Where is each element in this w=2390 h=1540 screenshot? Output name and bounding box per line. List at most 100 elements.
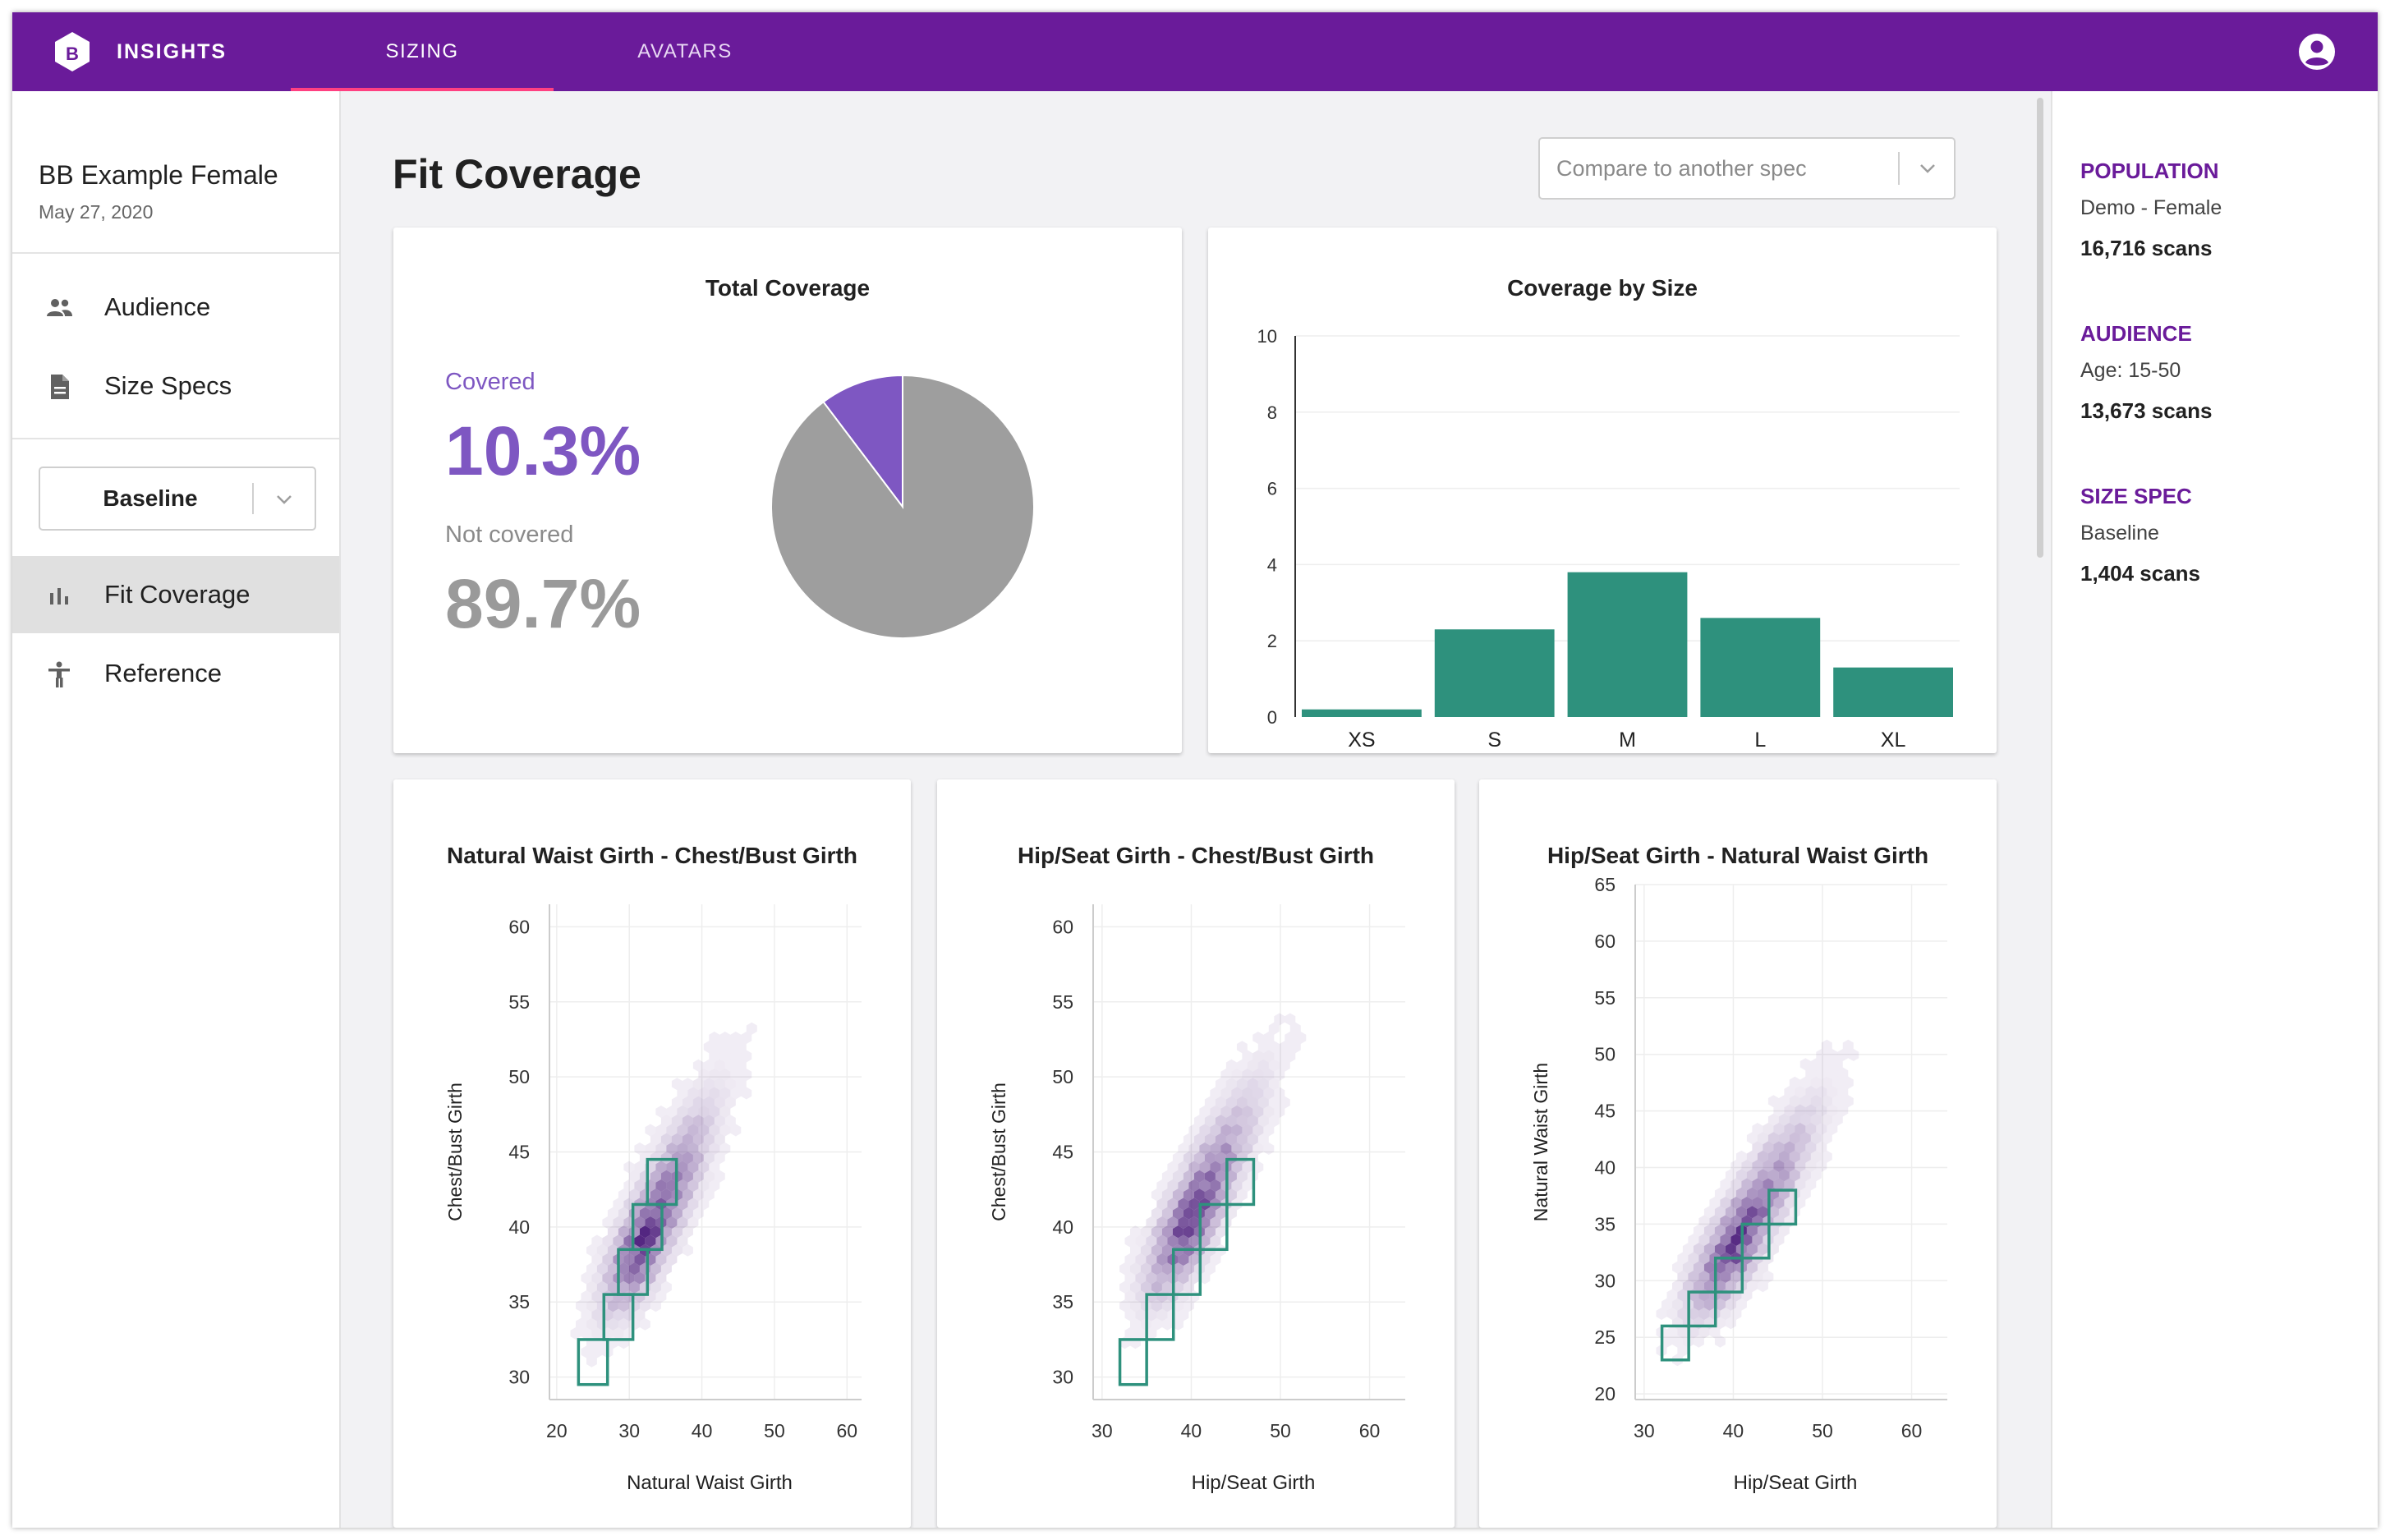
hexbin	[709, 1161, 720, 1174]
hexbin	[735, 1059, 747, 1072]
tab-avatars[interactable]: AVATARS	[554, 12, 816, 91]
tab-label: SIZING	[385, 40, 459, 62]
hexbin	[1816, 1123, 1827, 1135]
hexbin	[1119, 1280, 1130, 1294]
hexbin	[1257, 1078, 1269, 1091]
hexbin	[1816, 1049, 1827, 1061]
hexbin	[1268, 1041, 1280, 1054]
hexbin	[581, 1290, 592, 1303]
hexbin	[1816, 1141, 1827, 1154]
hexbin	[677, 1087, 688, 1100]
hexbin	[607, 1243, 618, 1257]
hexbin	[1263, 1032, 1275, 1044]
hexbin	[1178, 1161, 1189, 1174]
hexbin	[634, 1179, 646, 1192]
sidebar-item-size-specs[interactable]: Size Specs	[12, 347, 339, 425]
hexbin	[1172, 1280, 1184, 1294]
y-tick-label: 35	[508, 1291, 530, 1312]
hexbin	[591, 1345, 603, 1358]
hexbin	[613, 1234, 624, 1248]
hexbin	[1688, 1326, 1699, 1339]
hexbin	[1767, 1243, 1779, 1256]
hexbin	[1130, 1280, 1141, 1294]
hexbin	[1135, 1290, 1147, 1303]
hexbin	[1746, 1206, 1758, 1219]
hexbin	[1735, 1298, 1747, 1311]
hexbin	[645, 1216, 656, 1229]
hexbin	[634, 1216, 646, 1229]
hexbin	[1188, 1271, 1200, 1285]
sidebar-item-label: Size Specs	[104, 371, 232, 400]
hexbin	[1810, 1132, 1822, 1145]
hexbin	[1220, 1142, 1232, 1155]
hexbin	[671, 1133, 683, 1146]
hexbin	[1741, 1160, 1753, 1172]
hexbin	[1151, 1225, 1162, 1239]
sidebar-item-audience[interactable]: Audience	[12, 269, 339, 346]
account-circle-icon[interactable]	[2297, 32, 2337, 71]
y-axis-label: Natural Waist Girth	[1530, 1063, 1551, 1221]
hexbin	[666, 1253, 678, 1266]
hexbin	[655, 1124, 667, 1137]
hexbin	[1821, 1113, 1832, 1126]
project-date: May 27, 2020	[39, 201, 154, 223]
hexbin	[1124, 1327, 1136, 1340]
sidebar-item-fit-coverage[interactable]: Fit Coverage	[12, 556, 339, 633]
hexbin	[1252, 1050, 1264, 1063]
sidebar-item-reference[interactable]: Reference	[12, 635, 339, 712]
hexbin	[1220, 1069, 1232, 1081]
hexbin	[1279, 1059, 1290, 1072]
hexbin	[1698, 1234, 1710, 1246]
hexbin	[1252, 1087, 1264, 1100]
hexbin	[1773, 1141, 1785, 1154]
hexbin	[1709, 1197, 1721, 1209]
hexbin	[1666, 1326, 1678, 1339]
x-axis-label: Hip/Seat Girth	[1734, 1472, 1858, 1494]
hexbin	[1231, 1069, 1243, 1081]
card-title: Coverage by Size	[1507, 275, 1698, 301]
hexbin	[639, 1225, 650, 1239]
hexbin	[709, 1179, 720, 1192]
hexbin	[1210, 1142, 1221, 1155]
hexbin	[602, 1271, 614, 1285]
hexbin	[660, 1280, 672, 1294]
hip-chest-card: Hip/Seat Girth - Chest/Bust Girth 30 40 50…	[937, 779, 1455, 1528]
hexbin	[1735, 1206, 1747, 1219]
hexbin	[1767, 1095, 1779, 1108]
hexbin	[1188, 1253, 1200, 1266]
sidebar-item-label: Reference	[104, 659, 223, 687]
hexbin	[687, 1142, 699, 1155]
hexbin	[586, 1280, 597, 1294]
compare-spec-select[interactable]: Compare to another spec	[1538, 137, 1956, 200]
chevron-down-icon	[1920, 164, 1935, 173]
hexbin	[634, 1271, 646, 1285]
hexbin	[634, 1234, 646, 1248]
hexbin	[634, 1253, 646, 1266]
hexbin	[1289, 1041, 1301, 1054]
hexbin	[1156, 1179, 1168, 1192]
hexbin	[1837, 1104, 1849, 1117]
hexbin	[703, 1078, 715, 1091]
hexbin	[1784, 1086, 1795, 1098]
hexbin	[591, 1308, 603, 1322]
hexbin	[666, 1161, 678, 1174]
hexbin	[719, 1142, 731, 1155]
hexbin	[1146, 1308, 1157, 1322]
hexbin	[607, 1207, 618, 1220]
hexbin	[1242, 1050, 1253, 1063]
y-tick-label: 30	[508, 1367, 530, 1388]
hexbin	[1714, 1317, 1726, 1330]
hexbin	[687, 1106, 699, 1118]
hexbin	[730, 1032, 742, 1044]
hexbin	[655, 1106, 667, 1118]
hexbin	[709, 1124, 720, 1137]
hexbin	[1135, 1327, 1147, 1340]
hexbin	[730, 1124, 742, 1137]
size-spec-select[interactable]: Baseline	[39, 467, 316, 531]
hexbin	[682, 1225, 693, 1239]
y-tick-label: 50	[1052, 1066, 1073, 1087]
main-scrollbar[interactable]	[2037, 98, 2043, 558]
tab-sizing[interactable]: SIZING	[291, 12, 554, 91]
hexbin	[666, 1179, 678, 1192]
hexbin	[1741, 1289, 1753, 1302]
